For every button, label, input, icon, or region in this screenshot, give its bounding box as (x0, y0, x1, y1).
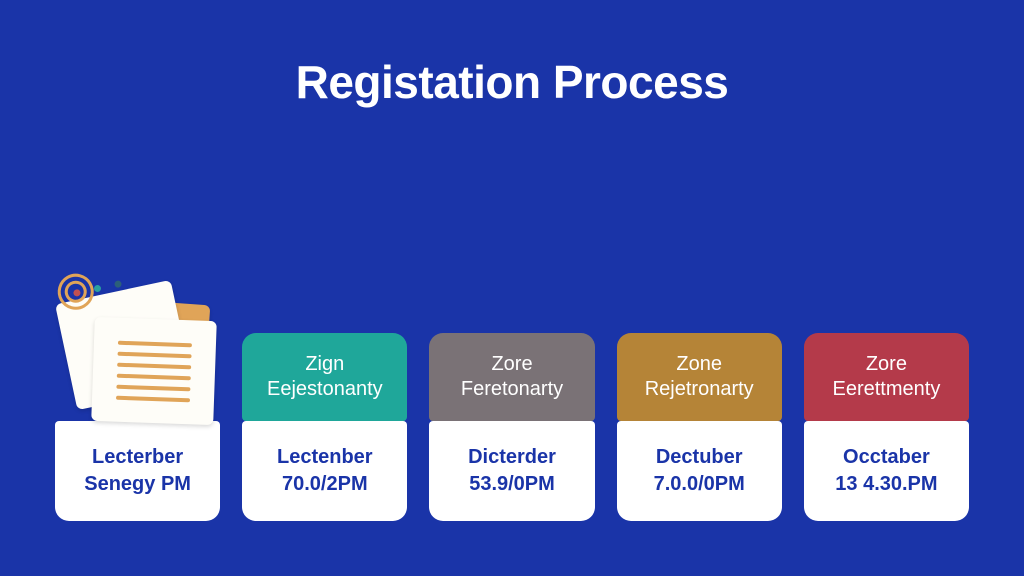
card-header-line2: Rejetronarty (645, 377, 754, 402)
process-card-3: Zone Rejetronarty Dectuber 7.0.0/0PM (617, 333, 782, 521)
dot (114, 280, 122, 288)
card-header-line1: Zign (305, 352, 344, 377)
card-header-line1: Zore (491, 352, 532, 377)
card-body-line1: Lecterber (92, 444, 183, 471)
card-header-line1: Zone (676, 352, 722, 377)
card-header-line2: Feretonarty (461, 377, 563, 402)
card-4-body: Occtaber 13 4.30.PM (804, 421, 969, 521)
text-line (118, 340, 192, 347)
card-body-line2: 7.0.0/0PM (654, 471, 745, 498)
text-line (116, 384, 190, 391)
card-body-line1: Occtaber (843, 444, 930, 471)
card-4-header: Zore Eerettmenty (804, 333, 969, 421)
card-0-icon-header (55, 333, 220, 421)
infographic-canvas: Registation Process (0, 0, 1024, 576)
process-card-0: Lecterber Senegy PM (55, 333, 220, 521)
card-body-line1: Lectenber (277, 444, 373, 471)
process-card-1: Zign Eejestonanty Lectenber 70.0/2PM (242, 333, 407, 521)
card-body-line2: Senegy PM (84, 471, 191, 498)
card-header-line2: Eerettmenty (833, 377, 941, 402)
card-0-body: Lecterber Senegy PM (55, 421, 220, 521)
card-1-header: Zign Eejestonanty (242, 333, 407, 421)
sheet-front (91, 317, 217, 425)
card-body-line2: 53.9/0PM (469, 471, 555, 498)
card-body-line1: Dicterder (468, 444, 556, 471)
text-line (118, 351, 192, 358)
text-line (117, 362, 191, 369)
card-header-line1: Zore (866, 352, 907, 377)
process-card-2: Zore Feretonarty Dicterder 53.9/0PM (429, 333, 594, 521)
card-body-line1: Dectuber (656, 444, 743, 471)
page-title: Registation Process (0, 55, 1024, 109)
card-2-body: Dicterder 53.9/0PM (429, 421, 594, 521)
cards-row: Lecterber Senegy PM Zign Eejestonanty Le… (55, 333, 969, 521)
card-3-body: Dectuber 7.0.0/0PM (617, 421, 782, 521)
card-body-line2: 70.0/2PM (282, 471, 368, 498)
card-3-header: Zone Rejetronarty (617, 333, 782, 421)
process-card-4: Zore Eerettmenty Occtaber 13 4.30.PM (804, 333, 969, 521)
card-header-line2: Eejestonanty (267, 377, 383, 402)
paper-stack-icon (49, 289, 229, 429)
text-line (116, 395, 190, 402)
card-body-line2: 13 4.30.PM (835, 471, 937, 498)
text-line (117, 373, 191, 380)
card-2-header: Zore Feretonarty (429, 333, 594, 421)
card-1-body: Lectenber 70.0/2PM (242, 421, 407, 521)
dot (93, 284, 101, 292)
